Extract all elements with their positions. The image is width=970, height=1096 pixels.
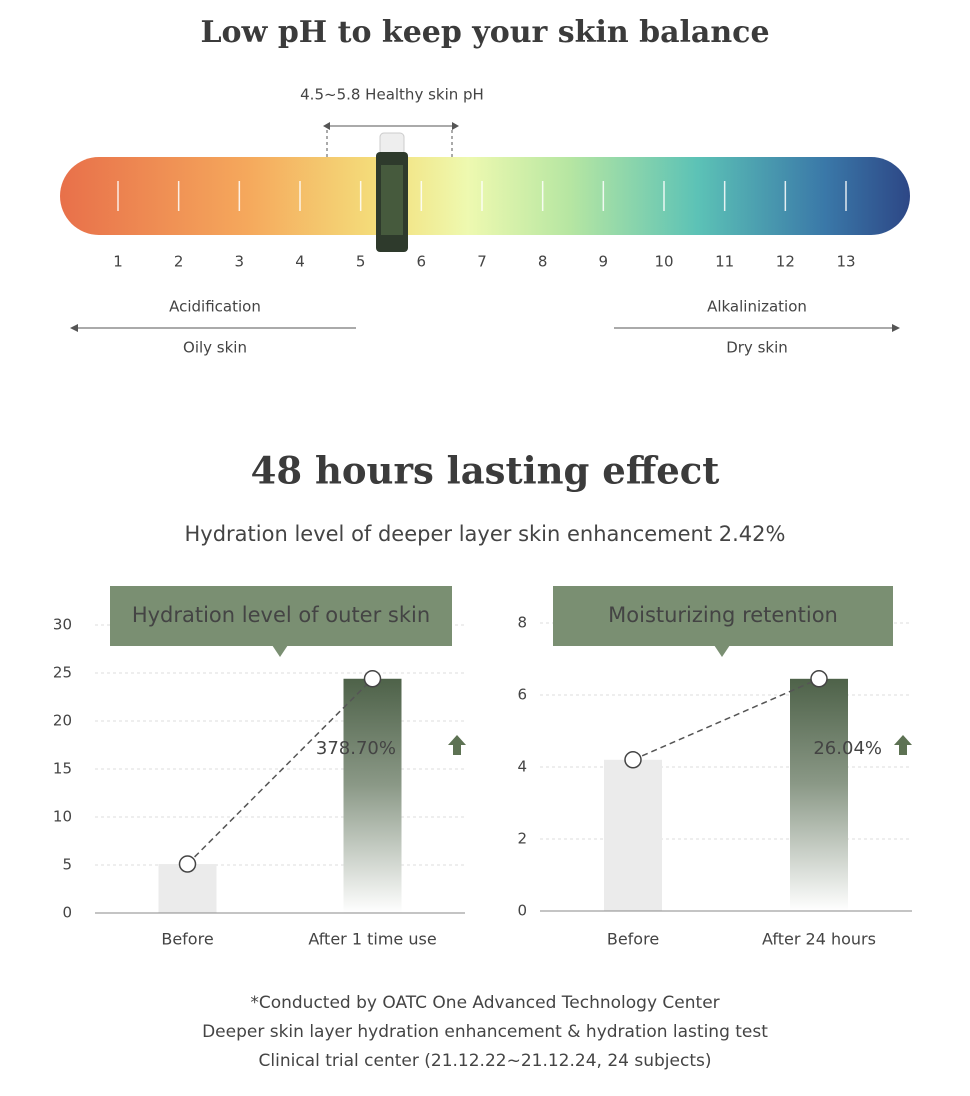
y-tick-label: 4 (517, 758, 527, 776)
ph-number: 6 (417, 253, 427, 271)
up-arrow (894, 735, 912, 755)
y-tick-label: 8 (517, 614, 527, 632)
point (178, 855, 197, 873)
ph-bar (60, 157, 910, 235)
ph-number: 11 (715, 253, 734, 271)
ph-right-top: Alkalinization (707, 298, 807, 316)
y-tick-label: 6 (517, 686, 527, 704)
ph-number: 4 (295, 253, 305, 271)
bar (343, 678, 402, 913)
footer-note: Clinical trial center (21.12.22~21.12.24… (259, 1051, 712, 1071)
ph-number: 3 (235, 253, 245, 271)
y-tick-label: 0 (62, 904, 72, 922)
bar (790, 678, 848, 911)
x-tick-label: Before (161, 930, 213, 949)
y-tick-label: 30 (53, 616, 72, 634)
ph-number: 8 (538, 253, 548, 271)
bar (604, 759, 662, 911)
y-tick-label: 20 (53, 712, 72, 730)
ph-number: 1 (113, 253, 123, 271)
y-tick-label: 2 (517, 830, 527, 848)
x-tick-label: Before (607, 930, 659, 949)
trend-line (632, 678, 820, 761)
y-tick-label: 10 (53, 808, 72, 826)
ph-number: 5 (356, 253, 366, 271)
title-box (110, 586, 452, 646)
x-tick-label: After 1 time use (308, 930, 436, 949)
ph-left-bottom: Oily skin (183, 339, 247, 357)
range-label: 4.5~5.8 Healthy skin pH (300, 86, 484, 104)
up-arrow (448, 735, 466, 755)
ph-number: 9 (599, 253, 609, 271)
footer-note: *Conducted by OATC One Advanced Technolo… (250, 993, 719, 1013)
point (810, 670, 828, 688)
y-tick-label: 5 (62, 856, 72, 874)
annotation: 378.70% (316, 738, 396, 759)
title-pointer (272, 645, 288, 657)
ph-number: 13 (836, 253, 855, 271)
bottle (376, 132, 408, 252)
ph-title: Low pH to keep your skin balance (200, 15, 769, 50)
subtitle: Hydration level of deeper layer skin enh… (185, 522, 786, 546)
y-tick-label: 15 (53, 760, 72, 778)
ph-number: 12 (776, 253, 795, 271)
ph-number: 2 (174, 253, 184, 271)
footer-note: Deeper skin layer hydration enhancement … (202, 1022, 768, 1042)
title-box (553, 586, 893, 646)
ph-arrows (70, 324, 900, 332)
ph-number: 7 (477, 253, 487, 271)
section-title: 48 hours lasting effect (251, 449, 720, 493)
title-pointer (714, 645, 730, 657)
chart-title: Moisturizing retention (608, 603, 838, 627)
y-tick-label: 0 (517, 902, 527, 920)
y-tick-label: 25 (53, 664, 72, 682)
ph-number: 10 (654, 253, 673, 271)
trend-line (186, 678, 374, 865)
point (624, 751, 642, 769)
x-tick-label: After 24 hours (762, 930, 876, 949)
annotation: 26.04% (813, 738, 882, 759)
ph-right-bottom: Dry skin (726, 339, 788, 357)
chart-title: Hydration level of outer skin (132, 603, 430, 627)
point (363, 670, 382, 688)
ph-left-top: Acidification (169, 298, 261, 316)
